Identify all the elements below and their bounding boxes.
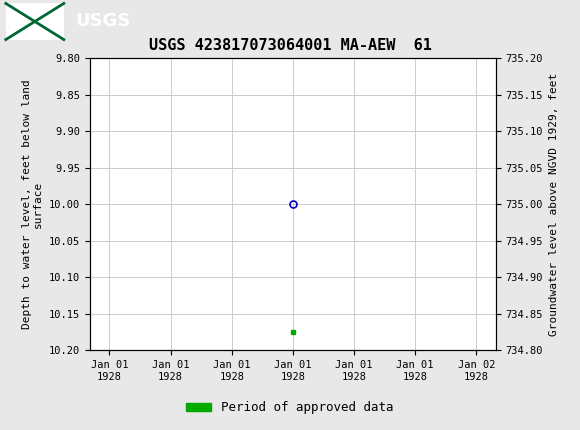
- Y-axis label: Groundwater level above NGVD 1929, feet: Groundwater level above NGVD 1929, feet: [549, 73, 559, 336]
- FancyBboxPatch shape: [6, 3, 64, 40]
- Text: USGS: USGS: [75, 12, 130, 31]
- Legend: Period of approved data: Period of approved data: [181, 396, 399, 419]
- Text: USGS 423817073064001 MA-AEW  61: USGS 423817073064001 MA-AEW 61: [148, 38, 432, 52]
- Y-axis label: Depth to water level, feet below land
surface: Depth to water level, feet below land su…: [22, 80, 44, 329]
